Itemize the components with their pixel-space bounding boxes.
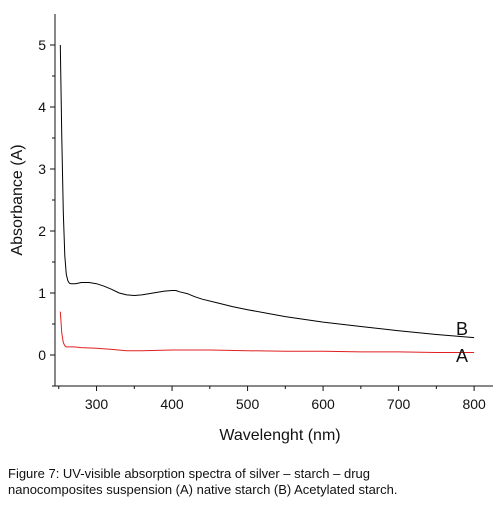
series-line-a bbox=[59, 311, 475, 353]
x-tick-label: 400 bbox=[160, 396, 184, 412]
plot-area bbox=[54, 14, 493, 387]
y-tick-label: 0 bbox=[38, 347, 46, 363]
series-label-b: B bbox=[456, 319, 468, 339]
y-tick-label: 1 bbox=[38, 285, 46, 301]
x-axis-title: Wavelenght (nm) bbox=[219, 427, 340, 444]
y-tick-label: 2 bbox=[38, 223, 46, 239]
y-tick-label: 5 bbox=[38, 37, 46, 53]
y-tick-label: 4 bbox=[38, 99, 46, 115]
x-tick-label: 500 bbox=[236, 396, 260, 412]
x-tick-label: 600 bbox=[311, 396, 335, 412]
x-tick-label: 800 bbox=[462, 396, 486, 412]
series-line-b bbox=[59, 44, 475, 339]
caption-line-1: Figure 7: UV-visible absorption spectra … bbox=[8, 466, 371, 481]
caption-line-2: nanocomposites suspension (A) native sta… bbox=[8, 482, 398, 497]
figure-caption: Figure 7: UV-visible absorption spectra … bbox=[8, 466, 498, 498]
series-layer bbox=[59, 44, 475, 353]
y-axis-title: Absorbance (A) bbox=[9, 144, 26, 255]
y-tick-label: 3 bbox=[38, 161, 46, 177]
y-axis-ticks: 0 1 2 3 4 5 bbox=[38, 37, 55, 387]
x-axis-ticks: 300 400 500 600 700 800 bbox=[58, 386, 486, 412]
x-tick-label: 300 bbox=[85, 396, 109, 412]
series-label-a: A bbox=[456, 346, 468, 366]
x-tick-label: 700 bbox=[387, 396, 411, 412]
